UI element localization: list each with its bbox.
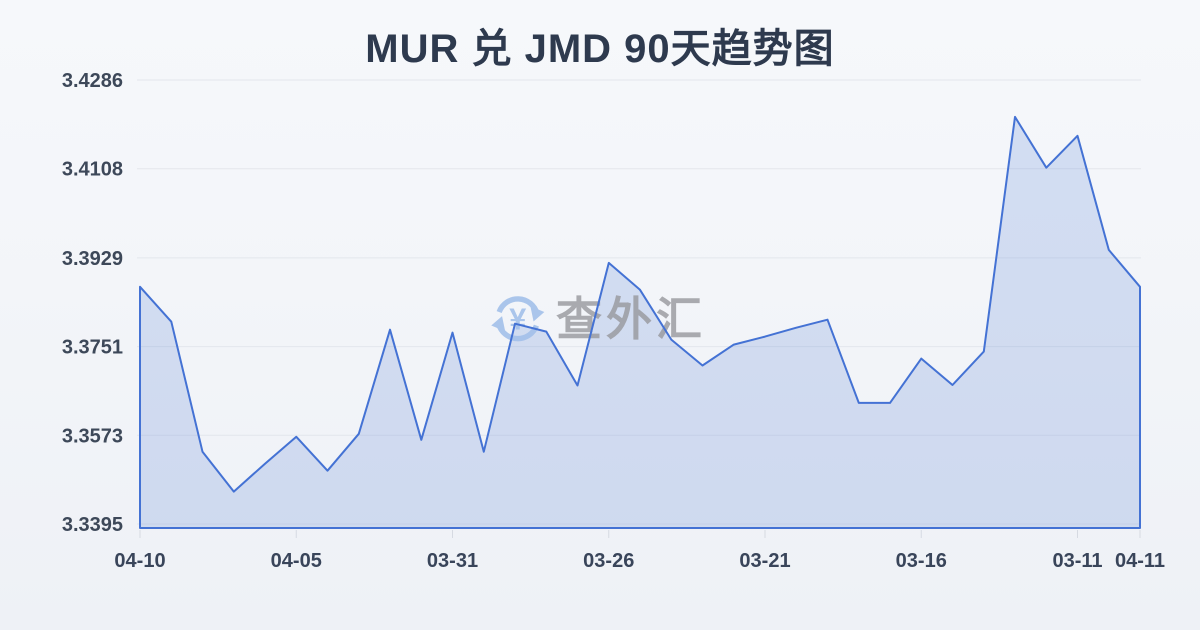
x-tick-label: 04-05 bbox=[271, 550, 322, 572]
y-tick-label: 3.4108 bbox=[62, 159, 123, 181]
watermark-text: 查外汇 bbox=[556, 293, 706, 345]
x-tick-label: 04-10 bbox=[114, 550, 165, 572]
x-tick-label: 03-31 bbox=[427, 550, 478, 572]
x-tick-label: 03-16 bbox=[896, 550, 947, 572]
y-axis-labels: 3.4286 3.4108 3.3929 3.3751 3.3573 3.3395 bbox=[62, 70, 123, 536]
yen-symbol: ¥ bbox=[509, 303, 526, 337]
x-tick-label: 03-21 bbox=[739, 550, 790, 572]
series-area-fill bbox=[140, 116, 1140, 529]
x-tick-label: 03-26 bbox=[583, 550, 634, 572]
y-tick-label: 3.3929 bbox=[62, 248, 123, 270]
y-tick-label: 3.3395 bbox=[62, 514, 123, 536]
chart-title: MUR 兑 JMD 90天趋势图 bbox=[365, 27, 835, 71]
series-line bbox=[139, 115, 1141, 529]
exchange-arrowhead-left bbox=[491, 316, 506, 332]
series-fill-layer bbox=[140, 116, 1140, 529]
exchange-arrowhead-right bbox=[530, 306, 545, 322]
series-line-layer bbox=[139, 115, 1141, 529]
y-tick-label: 3.4286 bbox=[62, 70, 123, 92]
x-tick-label: 04-11 bbox=[1115, 550, 1165, 572]
y-tick-label: 3.3573 bbox=[62, 425, 123, 447]
x-axis-labels: 04-10 04-05 03-31 03-26 03-21 03-16 03-11 04-11 bbox=[114, 530, 1165, 572]
grid-layer bbox=[137, 79, 1141, 525]
y-tick-label: 3.3751 bbox=[62, 337, 123, 359]
x-tick-label: 03-11 bbox=[1052, 550, 1102, 572]
